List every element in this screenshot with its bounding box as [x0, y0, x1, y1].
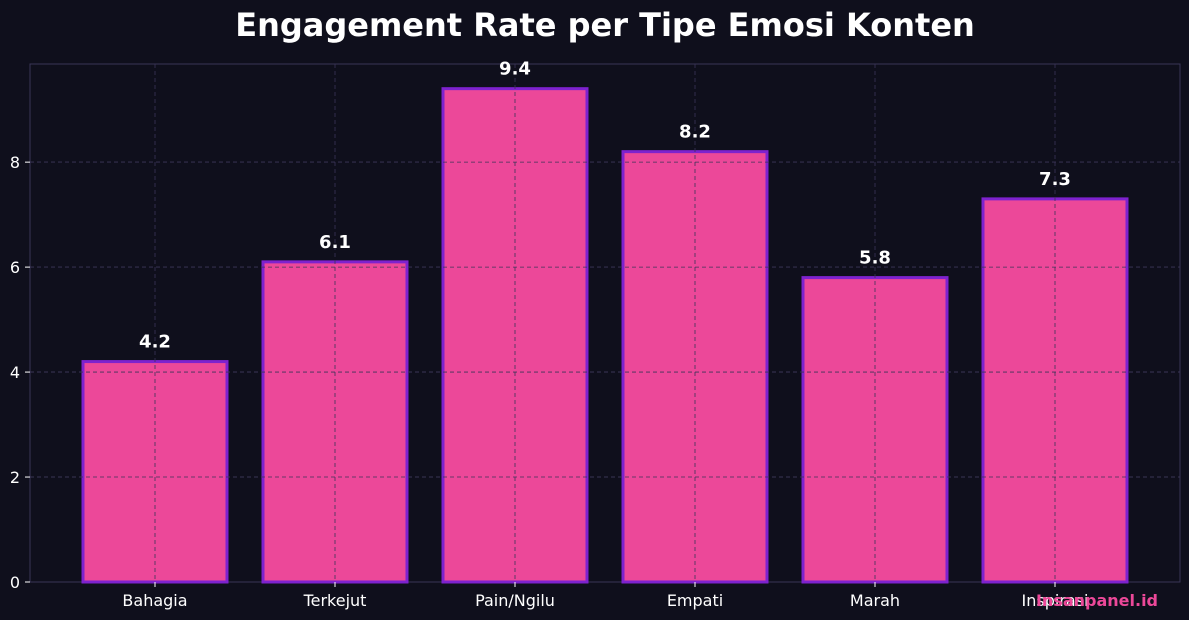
x-tick-label: Inspirasi — [1022, 591, 1089, 610]
x-tick-label: Bahagia — [122, 591, 187, 610]
watermark-text: Insanpanel.id — [1036, 591, 1158, 610]
y-axis-ticks: 0 2 4 6 8 — [10, 153, 30, 592]
x-tick-label: Pain/Ngilu — [475, 591, 555, 610]
chart-title: Engagement Rate per Tipe Emosi Konten — [235, 6, 975, 44]
x-tick-label: Marah — [850, 591, 900, 610]
y-tick-label: 8 — [10, 153, 20, 172]
bar-value-label: 8.2 — [679, 122, 711, 143]
y-tick-label: 0 — [10, 573, 20, 592]
x-tick-label: Terkejut — [303, 591, 367, 610]
x-tick-label: Empati — [667, 591, 723, 610]
bar-value-label: 6.1 — [319, 232, 351, 253]
y-tick-label: 2 — [10, 468, 20, 487]
bar-value-label: 4.2 — [139, 332, 171, 353]
value-labels-layer: 4.2 6.1 9.4 8.2 5.8 7.3 — [139, 59, 1071, 353]
bar-value-label: 7.3 — [1039, 169, 1071, 190]
plot-area-frame — [29, 63, 1181, 583]
x-axis-ticks: Bahagia Terkejut Pain/Ngilu Empati Marah Insp… — [122, 582, 1088, 610]
vertical-grid-layer — [30, 64, 1180, 582]
y-tick-label: 4 — [10, 363, 20, 382]
bar-value-label: 5.8 — [859, 248, 891, 269]
bar-value-label: 9.4 — [499, 59, 531, 80]
y-tick-label: 6 — [10, 258, 20, 277]
